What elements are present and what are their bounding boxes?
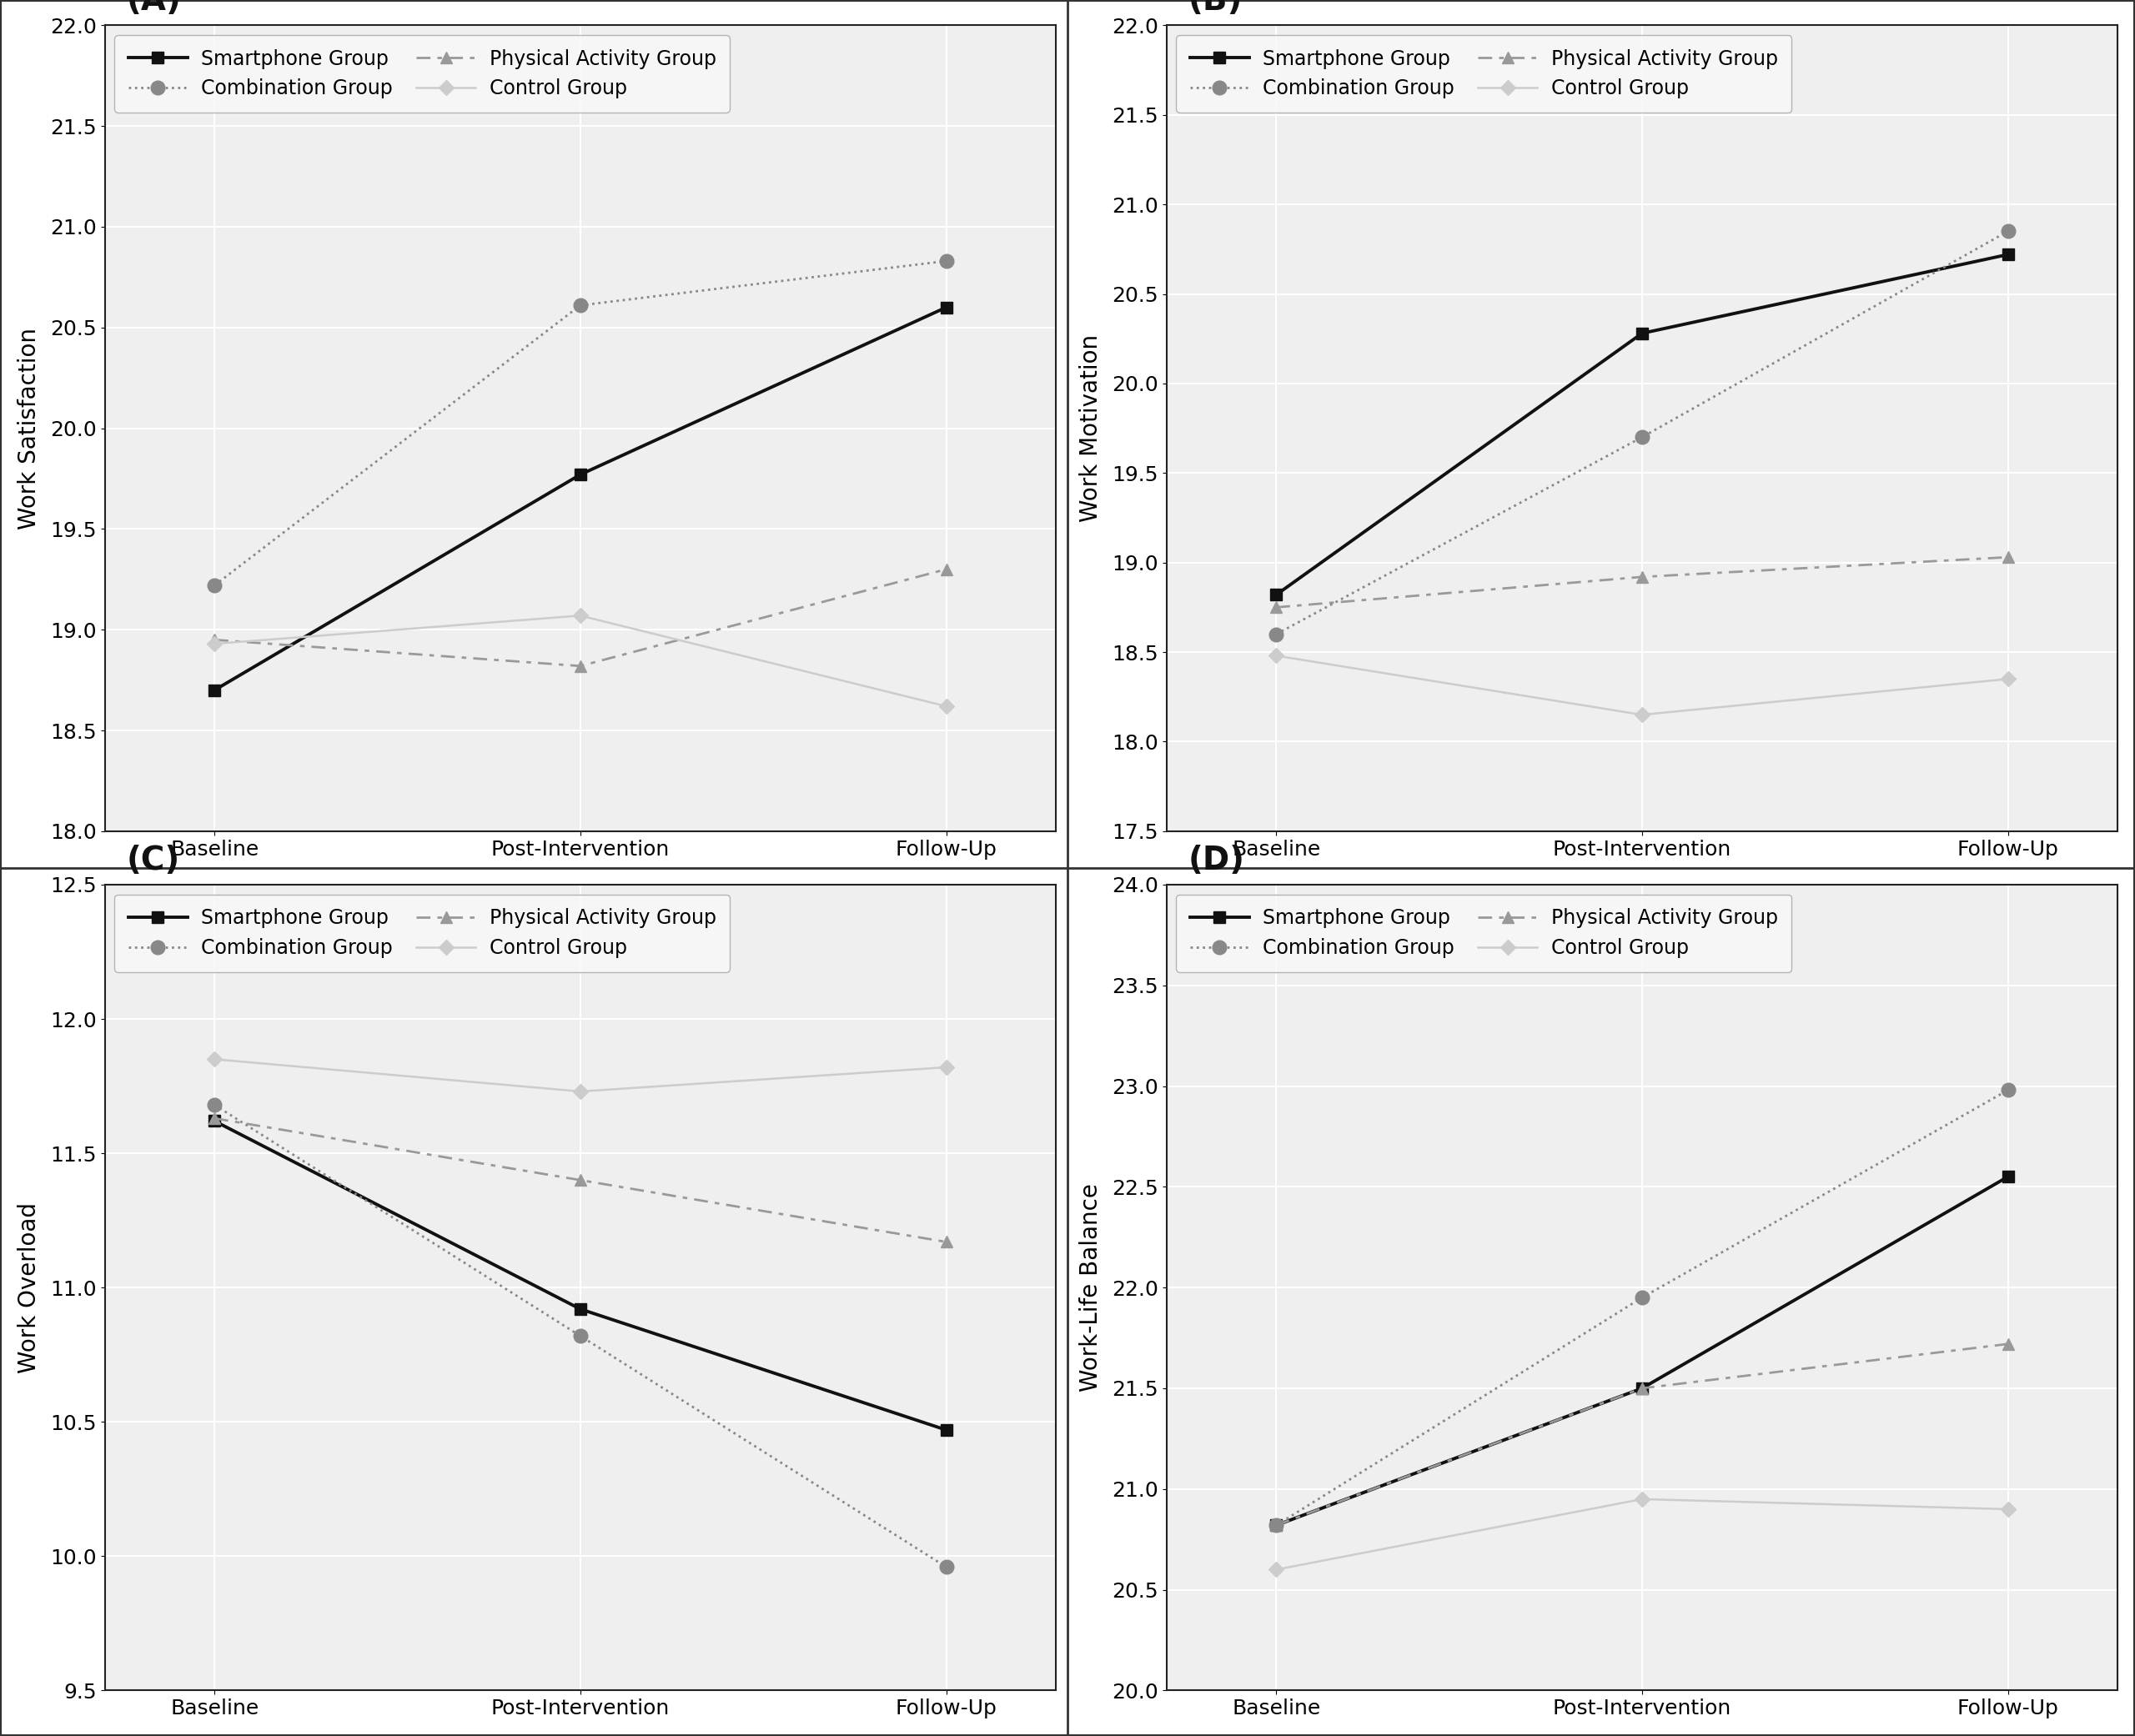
Combination Group [1994, 220, 2020, 241]
Line: Smartphone Group: Smartphone Group [1270, 248, 2013, 601]
Line: Smartphone Group: Smartphone Group [209, 302, 952, 696]
Control Group [568, 606, 594, 627]
Physical Activity Group [1264, 597, 1290, 618]
Y-axis label: Work Overload: Work Overload [17, 1201, 41, 1373]
Legend: Smartphone Group, Combination Group, Physical Activity Group, Control Group: Smartphone Group, Combination Group, Phy… [1176, 35, 1791, 113]
Smartphone Group [933, 297, 959, 318]
Line: Physical Activity Group: Physical Activity Group [1270, 552, 2013, 613]
Line: Combination Group: Combination Group [207, 1097, 952, 1575]
Line: Physical Activity Group: Physical Activity Group [1270, 1338, 2013, 1531]
Physical Activity Group [568, 1170, 594, 1191]
Control Group [1994, 668, 2020, 689]
Physical Activity Group [201, 1108, 226, 1128]
Control Group [1994, 1498, 2020, 1519]
Y-axis label: Work Satisfaction: Work Satisfaction [17, 328, 41, 529]
Line: Control Group: Control Group [209, 1054, 952, 1097]
Line: Physical Activity Group: Physical Activity Group [209, 564, 952, 672]
Control Group [933, 696, 959, 717]
Line: Control Group: Control Group [209, 611, 952, 712]
Smartphone Group [201, 681, 226, 701]
Smartphone Group [568, 464, 594, 484]
Text: (C): (C) [126, 844, 179, 877]
Smartphone Group [568, 1299, 594, 1319]
Legend: Smartphone Group, Combination Group, Physical Activity Group, Control Group: Smartphone Group, Combination Group, Phy… [1176, 894, 1791, 972]
Y-axis label: Work-Life Balance: Work-Life Balance [1078, 1184, 1102, 1392]
Control Group [1264, 646, 1290, 667]
Combination Group [933, 1557, 959, 1578]
Physical Activity Group [933, 1231, 959, 1252]
Text: (A): (A) [126, 0, 181, 17]
Smartphone Group [1629, 323, 1655, 344]
Physical Activity Group [1264, 1516, 1290, 1536]
Combination Group [1264, 1516, 1290, 1536]
Combination Group [933, 250, 959, 271]
Line: Physical Activity Group: Physical Activity Group [209, 1113, 952, 1248]
Combination Group [1629, 1286, 1655, 1307]
Smartphone Group [1629, 1378, 1655, 1399]
Control Group [933, 1057, 959, 1078]
Text: (D): (D) [1187, 844, 1245, 877]
Line: Combination Group: Combination Group [1268, 1083, 2015, 1533]
Control Group [568, 1082, 594, 1102]
Line: Smartphone Group: Smartphone Group [209, 1115, 952, 1436]
Combination Group [1629, 427, 1655, 448]
Combination Group [201, 1094, 226, 1115]
Smartphone Group [1994, 245, 2020, 266]
Control Group [201, 1049, 226, 1069]
Combination Group [1264, 623, 1290, 644]
Smartphone Group [1264, 585, 1290, 606]
Combination Group [568, 295, 594, 316]
Smartphone Group [1994, 1167, 2020, 1187]
Physical Activity Group [568, 656, 594, 677]
Legend: Smartphone Group, Combination Group, Physical Activity Group, Control Group: Smartphone Group, Combination Group, Phy… [115, 894, 730, 972]
Physical Activity Group [1629, 566, 1655, 587]
Control Group [1264, 1559, 1290, 1580]
Combination Group [1994, 1080, 2020, 1101]
Line: Combination Group: Combination Group [1268, 224, 2015, 641]
Legend: Smartphone Group, Combination Group, Physical Activity Group, Control Group: Smartphone Group, Combination Group, Phy… [115, 35, 730, 113]
Y-axis label: Work Motivation: Work Motivation [1078, 335, 1102, 523]
Control Group [201, 634, 226, 654]
Line: Combination Group: Combination Group [207, 253, 952, 592]
Smartphone Group [201, 1111, 226, 1132]
Combination Group [201, 575, 226, 595]
Physical Activity Group [1629, 1378, 1655, 1399]
Physical Activity Group [1994, 547, 2020, 568]
Line: Smartphone Group: Smartphone Group [1270, 1172, 2013, 1531]
Physical Activity Group [1994, 1333, 2020, 1354]
Text: (B): (B) [1187, 0, 1243, 17]
Line: Control Group: Control Group [1270, 1495, 2013, 1575]
Control Group [1629, 1489, 1655, 1510]
Control Group [1629, 705, 1655, 726]
Smartphone Group [1264, 1516, 1290, 1536]
Physical Activity Group [201, 630, 226, 651]
Line: Control Group: Control Group [1270, 651, 2013, 720]
Smartphone Group [933, 1420, 959, 1441]
Combination Group [568, 1326, 594, 1347]
Physical Activity Group [933, 559, 959, 580]
